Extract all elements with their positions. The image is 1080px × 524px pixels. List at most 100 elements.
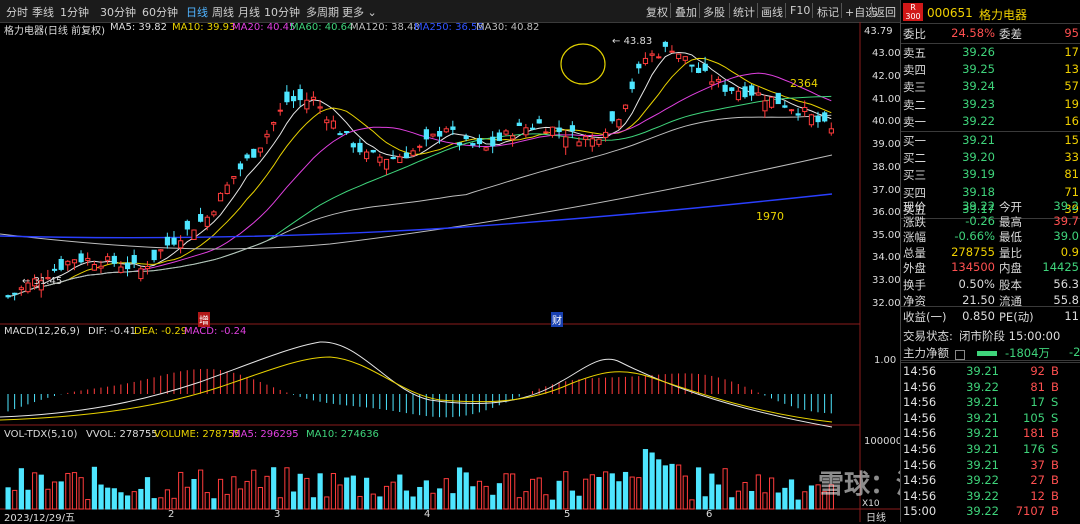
volume-bar [503,473,509,510]
tick-row: 14:56 39.21 181 B [901,426,1080,443]
candle-body [25,282,31,293]
volume-bar [244,480,250,510]
ma-line [7,72,832,298]
volume-bar [45,488,51,510]
volume-bar [297,473,303,510]
ask-volume: 13 [1064,62,1079,77]
candle-body [164,236,171,246]
bid-price: 39.18 [962,184,995,199]
volume-bar [556,480,562,510]
candle-body [755,92,761,96]
tick-side: B [1051,488,1059,503]
add-watchlist-button[interactable]: +自选 [845,6,877,19]
candle-body [549,126,556,136]
tab-jixian[interactable]: 季线 [32,6,54,19]
stats-button[interactable]: 统计 [733,6,755,19]
price-tick: 35.00 [872,230,901,241]
kline-chart-area[interactable]: 格力电器(日线 前复权) MA5: 39.82 MA10: 39.93 MA20… [0,22,974,524]
quote-label: 涨幅 [903,230,926,245]
tick-side: B [1051,473,1059,488]
quote-value: 134500 [951,259,995,274]
event-marker-zeng[interactable]: 增 [198,312,210,327]
back-button[interactable]: 返回 [874,6,896,19]
price-tick: 33.00 [872,275,901,286]
ask-row: 卖五 39.26 17 [901,45,1080,62]
quote-row: 外盘 134500 内盘 14425 [901,260,1080,277]
candle-body [490,136,496,147]
main-flow-row[interactable]: 主力净额 -1804万 -2 [901,345,1080,362]
volume-bar [131,491,137,510]
price-tick: 39.00 [872,139,901,150]
tab-weekly[interactable]: 周线 [212,6,234,19]
tab-fenshi[interactable]: 分时 [6,6,28,19]
status-row: 交易状态: 闭市阶段 15:00:00 [901,328,1080,345]
tick-time: 14:56 [903,410,937,425]
fuquan-button[interactable]: 复权 [646,6,668,19]
weicha-label: 委差 [999,27,1022,41]
fund-value: 0.850 [962,309,995,323]
tick-side: B [1051,504,1059,519]
kline-chart-svg [0,22,900,522]
event-marker-cai[interactable]: 财 [551,312,563,327]
volume-bar [357,495,363,510]
fund-label: 换手 [903,278,926,292]
volume-bar [257,487,263,510]
draw-button[interactable]: 画线 [761,6,783,19]
tick-row: 14:56 39.22 81 B [901,380,1080,397]
volume-bar [264,475,270,510]
low-annotation: ← 31.45 [22,276,63,287]
volume-bar [676,464,682,510]
tab-60min[interactable]: 60分钟 [142,6,178,19]
tick-row: 14:56 39.21 37 B [901,458,1080,475]
ask-price: 39.24 [962,79,995,94]
overlay-button[interactable]: 叠加 [675,6,697,19]
volume-bar [98,484,104,510]
bid-label: 买一 [903,134,926,148]
volume-bar [324,496,330,510]
candle-body [237,163,244,170]
candle-body [264,133,270,138]
more-menu[interactable]: 更多 ⌄ [342,4,377,20]
volume-bar [317,473,323,510]
candle-body [523,127,529,136]
divider [812,3,813,18]
price-tick: 43.00 [872,48,901,59]
vol-axis-unit: X10 [862,499,880,509]
tab-monthly[interactable]: 月线 [238,6,260,19]
f10-button[interactable]: F10 [790,4,811,17]
candle-body [443,128,449,133]
tab-multi-period[interactable]: 多周期 [306,6,339,19]
candle-body [91,263,98,271]
tab-10min[interactable]: 10分钟 [264,6,300,19]
tick-row: 14:56 39.21 176 S [901,442,1080,459]
checkbox-icon[interactable] [955,350,965,360]
volume-bar [576,495,582,510]
volume-bar [609,473,615,510]
candle-body [71,259,78,264]
volume-bar [310,497,317,510]
high-annotation: ← 43.83 [612,36,653,47]
bid-row: 买一 39.21 15 [901,133,1080,150]
volume-bar [682,475,688,510]
candle-body [65,260,71,266]
tab-daily[interactable]: 日线 [186,6,208,19]
ma120-line [0,154,833,250]
candle-body [144,265,151,270]
tick-price: 39.21 [966,426,999,441]
candle-body [257,147,263,153]
multi-stock-button[interactable]: 多股 [703,6,725,19]
volume-bar [802,491,808,510]
candle-body [456,142,463,146]
tab-30min[interactable]: 30分钟 [100,6,136,19]
tick-side: S [1051,410,1059,425]
fund-value: 21.50 [962,293,995,307]
ask-volume: 19 [1064,96,1079,111]
volume-bar [702,496,708,510]
mark-button[interactable]: 标记 [817,6,839,19]
quote-value: 39.22 [962,199,995,213]
volume-bar [191,478,197,510]
tab-1min[interactable]: 1分钟 [60,6,89,19]
candle-body [742,86,748,98]
volume-bar [65,472,71,510]
volume-bar [808,485,815,510]
